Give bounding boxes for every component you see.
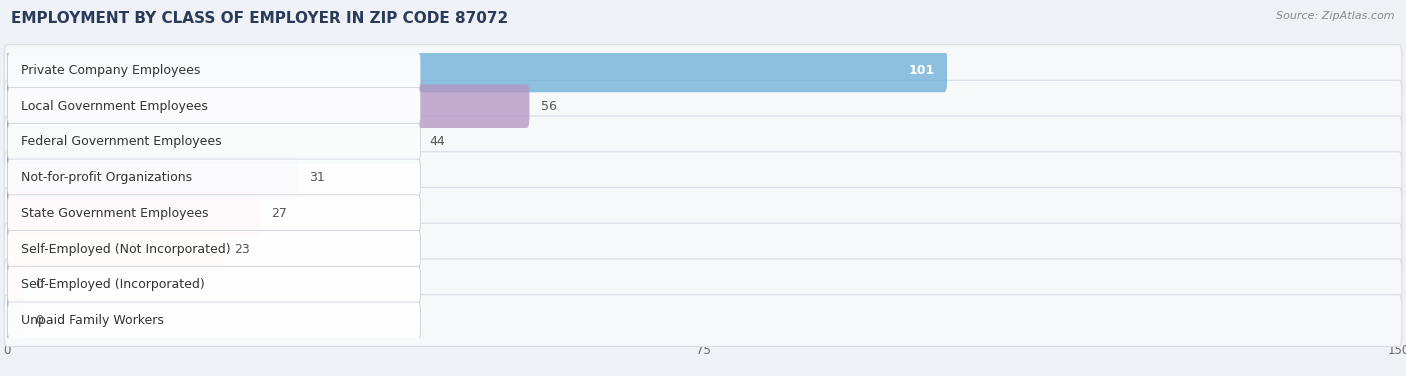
FancyBboxPatch shape [4,295,1402,346]
Text: 101: 101 [908,64,935,77]
Text: Self-Employed (Incorporated): Self-Employed (Incorporated) [21,278,205,291]
Text: EMPLOYMENT BY CLASS OF EMPLOYER IN ZIP CODE 87072: EMPLOYMENT BY CLASS OF EMPLOYER IN ZIP C… [11,11,509,26]
FancyBboxPatch shape [7,52,420,89]
Text: 56: 56 [540,100,557,113]
FancyBboxPatch shape [7,266,420,303]
FancyBboxPatch shape [7,230,420,268]
FancyBboxPatch shape [4,299,24,342]
FancyBboxPatch shape [4,263,24,306]
FancyBboxPatch shape [7,88,420,125]
Text: State Government Employees: State Government Employees [21,207,208,220]
FancyBboxPatch shape [7,302,420,339]
Text: 44: 44 [429,135,446,149]
FancyBboxPatch shape [4,85,530,128]
Text: 0: 0 [35,314,42,327]
Text: Not-for-profit Organizations: Not-for-profit Organizations [21,171,193,184]
Text: 27: 27 [271,207,287,220]
FancyBboxPatch shape [4,188,1402,239]
Text: 0: 0 [35,278,42,291]
FancyBboxPatch shape [4,156,298,199]
Text: Source: ZipAtlas.com: Source: ZipAtlas.com [1277,11,1395,21]
FancyBboxPatch shape [4,227,224,271]
Text: Private Company Employees: Private Company Employees [21,64,200,77]
FancyBboxPatch shape [4,49,948,92]
FancyBboxPatch shape [4,80,1402,132]
FancyBboxPatch shape [4,116,1402,168]
FancyBboxPatch shape [4,259,1402,311]
FancyBboxPatch shape [4,192,260,235]
Text: 31: 31 [308,171,325,184]
Text: Unpaid Family Workers: Unpaid Family Workers [21,314,165,327]
Text: Local Government Employees: Local Government Employees [21,100,208,113]
FancyBboxPatch shape [4,223,1402,275]
FancyBboxPatch shape [4,120,418,164]
Text: Self-Employed (Not Incorporated): Self-Employed (Not Incorporated) [21,243,231,256]
FancyBboxPatch shape [4,45,1402,96]
FancyBboxPatch shape [4,152,1402,203]
Text: Federal Government Employees: Federal Government Employees [21,135,222,149]
FancyBboxPatch shape [7,195,420,232]
FancyBboxPatch shape [7,159,420,196]
FancyBboxPatch shape [7,123,420,161]
Text: 23: 23 [235,243,250,256]
